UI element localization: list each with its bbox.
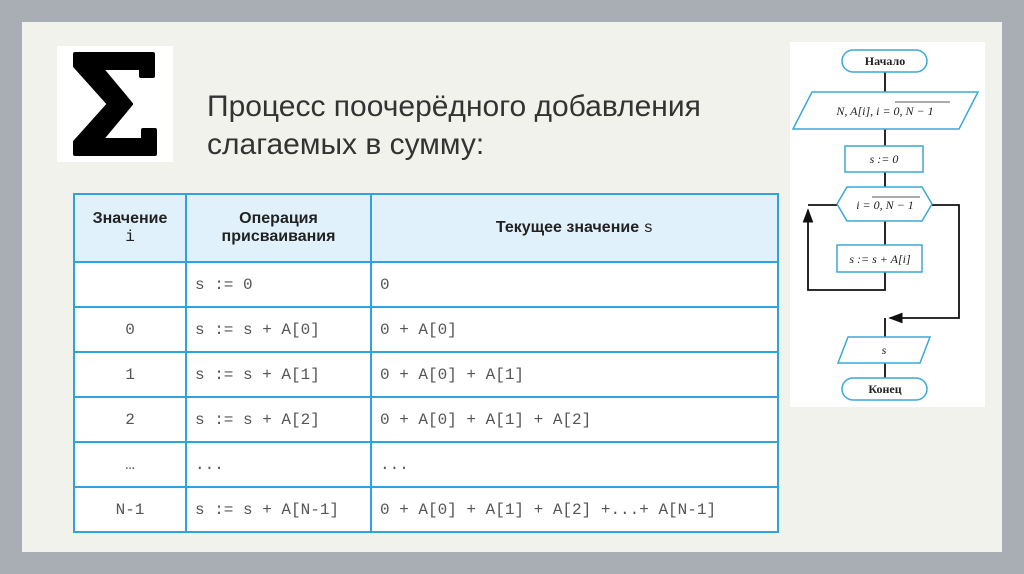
summation-table: Значение i Операция присваивания Текущее з…: [73, 193, 779, 533]
cell-value: 0: [370, 261, 779, 308]
cell-op: s := s + A[2]: [185, 396, 372, 443]
cell-i: N-1: [73, 486, 187, 533]
output-node: [836, 336, 932, 364]
cell-i: 1: [73, 351, 187, 398]
input-label: N, A[i], i = 0, N − 1: [835, 104, 933, 118]
cell-op: ...: [185, 441, 372, 488]
cell-i: [73, 261, 187, 308]
output-label: s: [882, 343, 887, 357]
cell-i: 2: [73, 396, 187, 443]
header-i: Значение i: [73, 193, 187, 263]
table-row: …......: [73, 441, 779, 488]
title-line-2: слагаемых в сумму:: [207, 128, 485, 161]
cell-op: s := 0: [185, 261, 372, 308]
header-i-var: i: [125, 228, 135, 246]
header-s-var: s: [643, 219, 654, 237]
header-op-line1: Операция: [239, 210, 318, 227]
table-header: Значение i Операция присваивания Текущее з…: [73, 193, 779, 263]
cell-value: 0 + A[0] + A[1]: [370, 351, 779, 398]
loop-label: i = 0, N − 1: [856, 198, 914, 212]
sigma-summation-icon: [57, 46, 173, 162]
cell-i: 0: [73, 306, 187, 353]
end-label: Конец: [868, 382, 901, 396]
body-label: s := s + A[i]: [849, 252, 911, 266]
cell-value: 0 + A[0] + A[1] + A[2]: [370, 396, 779, 443]
body-node: [836, 244, 923, 273]
init-node: [844, 145, 924, 173]
slide-title: Процесс поочерёдного добавления слагаемы…: [207, 88, 701, 164]
loop-node: [836, 186, 933, 222]
cell-op: s := s + A[1]: [185, 351, 372, 398]
end-node: [841, 377, 928, 401]
header-i-label: Значение: [92, 210, 168, 227]
header-s: Текущее значение s: [370, 193, 779, 263]
cell-op: s := s + A[N-1]: [185, 486, 372, 533]
header-op-line2: присваивания: [221, 228, 336, 245]
init-label: s := 0: [870, 152, 899, 166]
cell-i: …: [73, 441, 187, 488]
flowchart: Начало N, A[i], i = 0, N − 1 s := 0 i = …: [790, 42, 985, 407]
cell-value: 0 + A[0]: [370, 306, 779, 353]
title-line-1: Процесс поочерёдного добавления: [207, 90, 701, 123]
cell-value: ...: [370, 441, 779, 488]
start-label: Начало: [865, 54, 905, 68]
start-node: [841, 49, 928, 73]
header-op: Операция присваивания: [185, 193, 372, 263]
cell-value: 0 + A[0] + A[1] + A[2] +...+ A[N-1]: [370, 486, 779, 533]
table-row: N-1 s := s + A[N-1] 0 + A[0] + A[1] + A[2]…: [73, 486, 779, 533]
header-s-label: Текущее значение: [495, 219, 644, 236]
cell-op: s := s + A[0]: [185, 306, 372, 353]
input-node: [791, 91, 980, 130]
